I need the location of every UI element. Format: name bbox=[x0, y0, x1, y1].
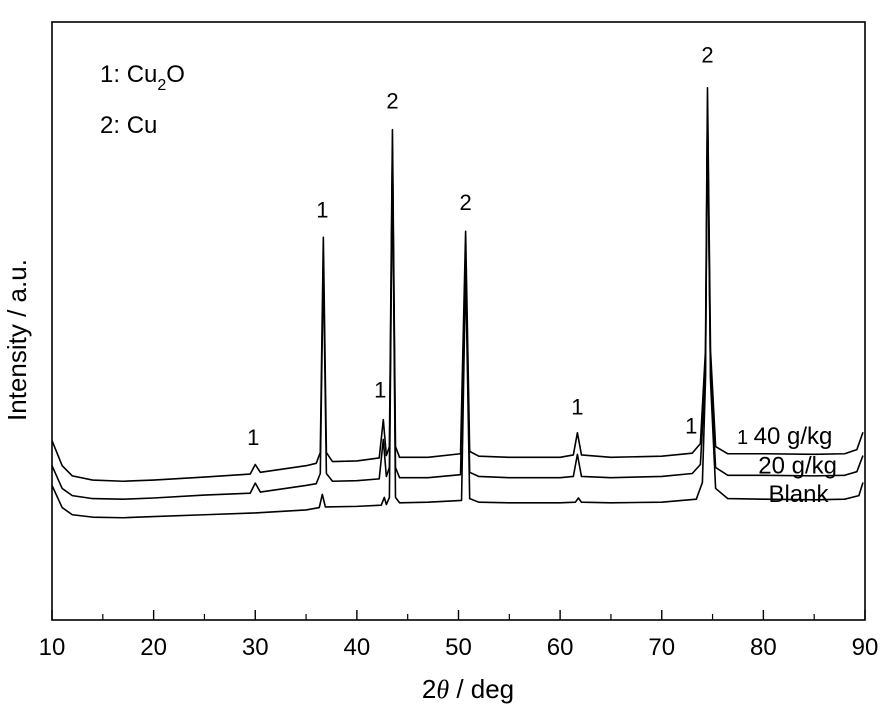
x-tick-label-20: 20 bbox=[140, 634, 167, 661]
x-axis-title-prefix: 2 bbox=[422, 674, 436, 704]
series-label-3: Blank bbox=[768, 481, 829, 508]
x-tick-label-90: 90 bbox=[852, 634, 879, 661]
legend-entry-2-key: 2 bbox=[100, 112, 113, 139]
peak-label-2: 1 bbox=[316, 198, 328, 223]
x-axis-tick-labels: 10 20 30 40 50 60 70 80 90 bbox=[39, 634, 879, 661]
legend-entry-2-base: Cu bbox=[127, 112, 158, 139]
series-line-1 bbox=[51, 86, 864, 483]
x-tick-label-10: 10 bbox=[39, 634, 66, 661]
series-line-3 bbox=[51, 116, 864, 519]
x-axis-title: 2θ / deg bbox=[422, 674, 514, 704]
legend-entry-2-sep: : bbox=[113, 112, 126, 139]
y-axis-title: Intensity / a.u. bbox=[2, 259, 32, 421]
peak-label-7: 1 bbox=[685, 413, 697, 438]
peak-label-5: 2 bbox=[459, 190, 471, 215]
series-label-3-text: Blank bbox=[768, 481, 829, 508]
legend-entry-1: 1: Cu2O bbox=[100, 61, 185, 94]
series-label-1-text: 40 g/kg bbox=[754, 423, 833, 450]
legend: 1: Cu2O 2: Cu bbox=[100, 61, 185, 139]
peak-label-6: 1 bbox=[571, 394, 583, 419]
series-layer bbox=[51, 86, 864, 519]
legend-entry-1-base: Cu bbox=[127, 61, 158, 88]
peak-label-3: 1 bbox=[374, 378, 386, 403]
peak-label-1: 1 bbox=[247, 425, 259, 450]
x-tick-label-50: 50 bbox=[445, 634, 472, 661]
x-axis-title-symbol: θ bbox=[436, 675, 449, 704]
peak-label-8: 2 bbox=[701, 43, 713, 68]
legend-entry-1-after: O bbox=[166, 61, 185, 88]
legend-entry-1-key: 1 bbox=[100, 61, 113, 88]
x-axis-title-suffix: / deg bbox=[449, 674, 514, 704]
x-tick-label-60: 60 bbox=[547, 634, 574, 661]
peak-annotations: 1 1 1 2 2 1 1 2 bbox=[247, 43, 714, 450]
x-tick-label-40: 40 bbox=[344, 634, 371, 661]
series-label-1: 1 40 g/kg bbox=[737, 423, 832, 450]
x-axis-ticks bbox=[51, 610, 866, 620]
series-label-2: 20 g/kg bbox=[758, 452, 837, 479]
peak-label-4: 2 bbox=[386, 89, 398, 114]
legend-entry-2: 2: Cu bbox=[100, 112, 157, 139]
x-tick-label-80: 80 bbox=[750, 634, 777, 661]
x-tick-label-70: 70 bbox=[648, 634, 675, 661]
series-label-2-text: 20 g/kg bbox=[758, 452, 837, 479]
legend-entry-1-sep: : bbox=[113, 61, 126, 88]
legend-entry-1-sub: 2 bbox=[157, 77, 166, 94]
x-tick-label-30: 30 bbox=[242, 634, 269, 661]
series-label-1-prefix: 1 bbox=[737, 427, 754, 449]
plot-frame bbox=[51, 21, 866, 621]
